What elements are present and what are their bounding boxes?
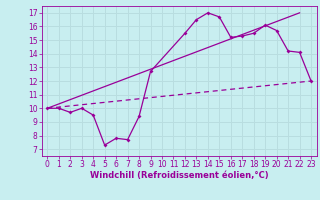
X-axis label: Windchill (Refroidissement éolien,°C): Windchill (Refroidissement éolien,°C)	[90, 171, 268, 180]
